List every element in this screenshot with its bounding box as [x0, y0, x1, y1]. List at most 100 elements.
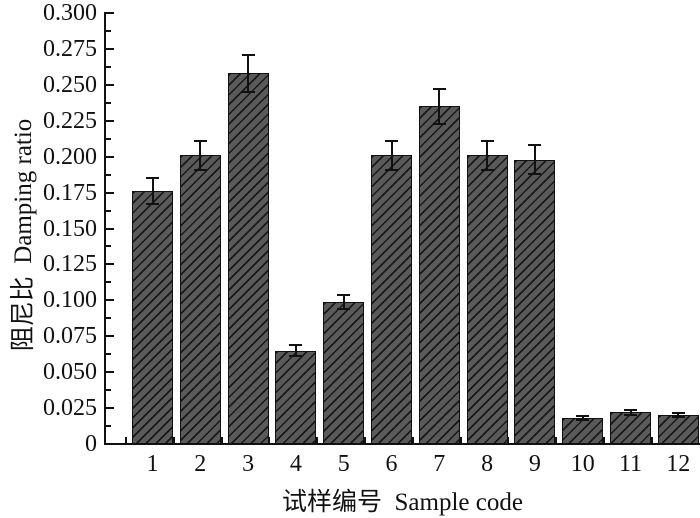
bar-sample-7: [418, 106, 460, 444]
x-axis-line: [104, 443, 700, 445]
error-bar-cap-bottom: [193, 168, 207, 171]
bar-sample-5: [323, 301, 365, 444]
error-bar-line: [629, 410, 632, 415]
error-bar-line: [581, 415, 584, 421]
bar-sample-2: [179, 155, 221, 444]
x-tick: [125, 437, 127, 443]
y-major-tick: [106, 47, 114, 50]
x-tick: [650, 437, 653, 443]
error-bar-cap-bottom: [576, 419, 590, 422]
y-tick-label: 0.200: [43, 143, 97, 170]
y-minor-tick: [106, 65, 111, 68]
y-tick-label: 0.050: [43, 359, 97, 386]
error-bar-cap-bottom: [385, 168, 398, 171]
y-major-tick: [106, 263, 114, 266]
y-major-tick: [106, 119, 114, 122]
error-bar-cap-top: [671, 412, 685, 415]
error-bar-cap-bottom: [146, 203, 159, 206]
y-major-tick: [106, 12, 114, 14]
y-minor-tick: [106, 281, 111, 284]
error-bar-cap-bottom: [337, 307, 351, 310]
y-tick-label: 0.075: [43, 323, 97, 350]
y-axis-title: 阻尼比 Damping ratio: [10, 118, 37, 352]
x-tick-label: 5: [337, 451, 350, 477]
bar-sample-6: [371, 155, 412, 444]
error-bar-cap-top: [289, 343, 303, 346]
x-tick: [411, 437, 414, 443]
x-axis-title: 试样编号 Sample code: [282, 489, 523, 516]
error-bar-cap-bottom: [241, 91, 255, 94]
y-tick-label: 0.125: [43, 251, 97, 278]
y-major-tick: [106, 371, 114, 374]
x-tick-label: 6: [385, 451, 398, 477]
y-major-tick: [106, 443, 114, 445]
error-bar-cap-bottom: [432, 122, 446, 125]
y-minor-tick: [106, 101, 111, 104]
x-tick: [316, 437, 319, 443]
x-tick-label: 8: [481, 451, 494, 477]
y-minor-tick: [106, 137, 111, 140]
x-tick: [555, 437, 558, 443]
error-bar-cap-bottom: [289, 355, 303, 358]
x-tick: [364, 437, 366, 443]
error-bar-line: [486, 140, 489, 170]
error-bar-cap-bottom: [671, 416, 685, 419]
y-minor-tick: [106, 425, 111, 428]
error-bar-line: [247, 54, 250, 92]
x-tick: [220, 437, 223, 443]
x-tick: [603, 437, 605, 443]
x-tick-label: 10: [570, 451, 595, 477]
x-tick: [459, 437, 462, 443]
error-bar-line: [199, 140, 202, 170]
error-bar-line: [151, 178, 154, 205]
error-bar-line: [438, 89, 441, 124]
bar-sample-3: [227, 73, 269, 444]
x-tick-label: 9: [528, 451, 541, 477]
y-minor-tick: [106, 317, 111, 320]
y-tick-label: 0.275: [43, 35, 97, 62]
x-tick-label: 3: [242, 451, 255, 477]
y-major-tick: [106, 227, 114, 230]
error-bar-cap-bottom: [480, 168, 494, 171]
y-tick-label: 0.150: [43, 215, 97, 242]
y-minor-tick: [106, 173, 111, 176]
y-minor-tick: [106, 209, 111, 212]
y-major-tick: [106, 299, 114, 302]
y-minor-tick: [106, 245, 111, 248]
y-minor-tick: [106, 353, 111, 356]
y-tick-label: 0.300: [43, 0, 97, 26]
x-tick-label: 7: [433, 451, 446, 477]
error-bar-cap-top: [385, 139, 398, 142]
y-tick-label: 0.225: [43, 107, 97, 134]
error-bar-line: [342, 294, 345, 309]
y-tick-label: 0.025: [43, 395, 97, 422]
y-major-tick: [106, 335, 114, 338]
error-bar-cap-top: [624, 409, 637, 412]
error-bar-cap-top: [193, 139, 207, 142]
bar-sample-1: [132, 191, 173, 444]
error-bar-cap-top: [480, 139, 494, 142]
bar-sample-8: [466, 155, 508, 444]
error-bar-cap-top: [146, 177, 159, 180]
x-tick-label: 4: [289, 451, 302, 477]
bar-sample-9: [514, 159, 556, 444]
y-major-tick: [106, 155, 114, 158]
error-bar-cap-top: [528, 144, 542, 147]
x-tick-label: 2: [194, 451, 207, 477]
y-minor-tick: [106, 389, 111, 392]
error-bar-line: [533, 145, 536, 174]
y-minor-tick: [106, 29, 111, 32]
y-major-tick: [106, 407, 114, 410]
error-bar-cap-top: [241, 53, 255, 56]
x-tick: [268, 437, 271, 443]
x-tick: [172, 437, 175, 443]
error-bar-line: [677, 413, 680, 418]
error-bar-line: [294, 344, 297, 357]
y-tick-label: 0.175: [43, 179, 97, 206]
error-bar-cap-bottom: [624, 413, 637, 416]
